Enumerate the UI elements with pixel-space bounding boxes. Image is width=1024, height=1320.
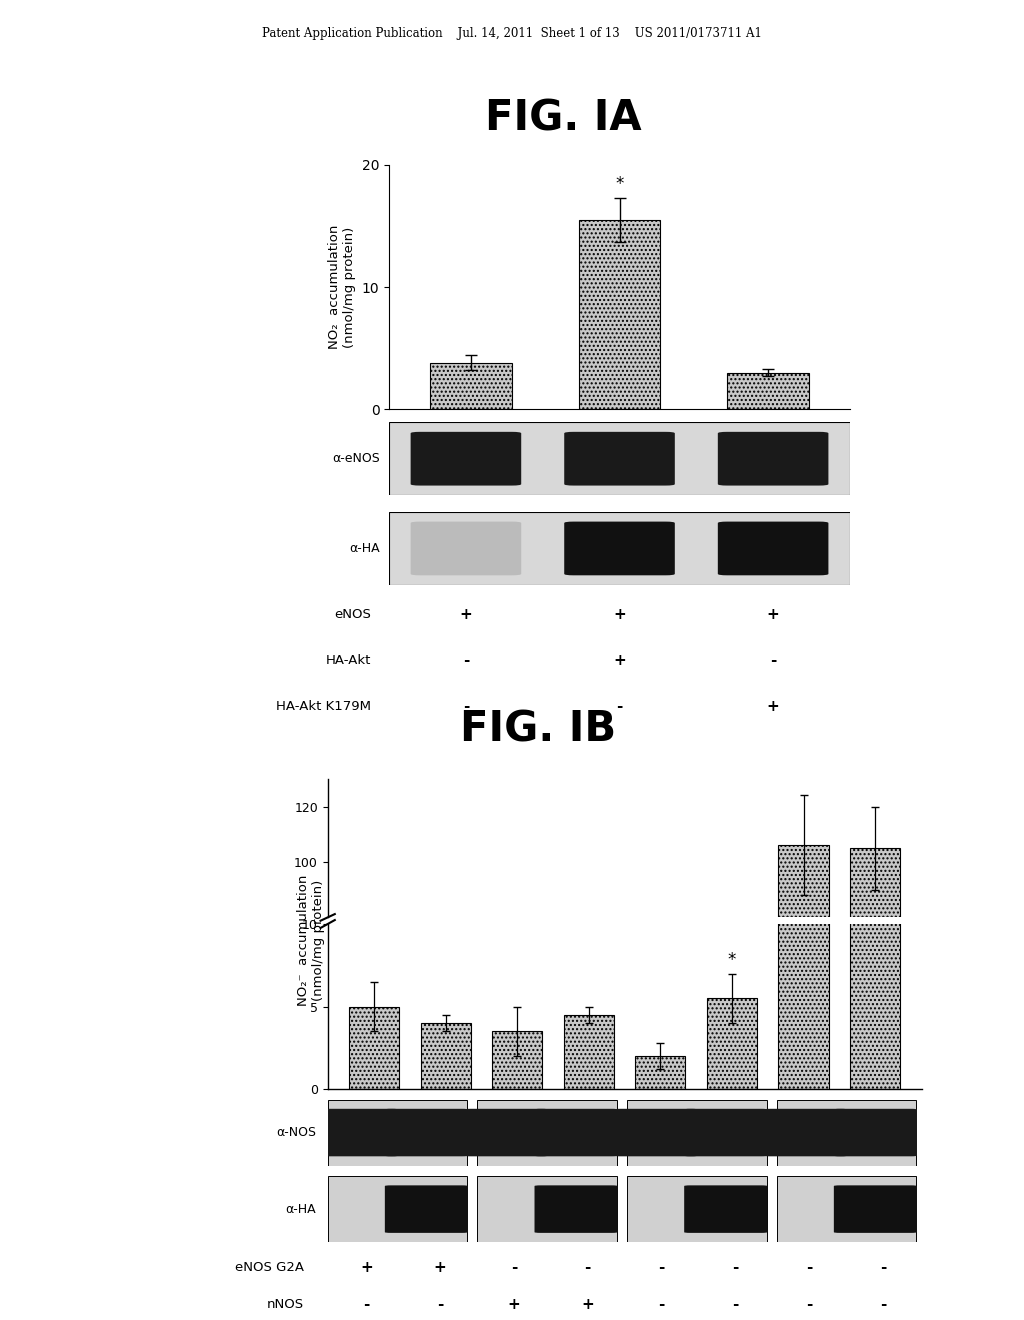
FancyBboxPatch shape bbox=[315, 1109, 398, 1156]
Text: *: * bbox=[728, 950, 736, 969]
Bar bbox=[328, 1100, 467, 1166]
Bar bbox=[564, 1015, 614, 1089]
Bar bbox=[627, 1176, 767, 1242]
Text: -: - bbox=[880, 1259, 886, 1275]
FancyBboxPatch shape bbox=[564, 521, 675, 576]
Text: -: - bbox=[658, 1296, 665, 1312]
Bar bbox=[635, 1056, 685, 1089]
Text: -: - bbox=[616, 700, 623, 714]
Text: -: - bbox=[364, 1296, 370, 1312]
Bar bbox=[635, 1134, 685, 1139]
Y-axis label: NO₂  accumulation
(nmol/mg protein): NO₂ accumulation (nmol/mg protein) bbox=[329, 224, 356, 350]
Text: +: + bbox=[613, 653, 626, 668]
FancyBboxPatch shape bbox=[764, 1109, 847, 1156]
Text: -: - bbox=[806, 1296, 812, 1312]
Bar bbox=[349, 1125, 399, 1139]
Text: Patent Application Publication    Jul. 14, 2011  Sheet 1 of 13    US 2011/017371: Patent Application Publication Jul. 14, … bbox=[262, 26, 762, 40]
Bar bbox=[477, 1100, 616, 1166]
Text: -: - bbox=[437, 1296, 443, 1312]
Text: nNOS: nNOS bbox=[267, 1298, 304, 1311]
Text: -: - bbox=[463, 653, 469, 668]
FancyBboxPatch shape bbox=[385, 1109, 468, 1156]
Text: -: - bbox=[732, 1259, 738, 1275]
Text: +: + bbox=[434, 1259, 446, 1275]
FancyBboxPatch shape bbox=[385, 1185, 468, 1233]
Text: HA-Akt K179M: HA-Akt K179M bbox=[275, 701, 371, 713]
Bar bbox=[627, 1100, 767, 1166]
Text: α-eNOS: α-eNOS bbox=[332, 453, 380, 465]
FancyBboxPatch shape bbox=[535, 1185, 617, 1233]
FancyBboxPatch shape bbox=[834, 1185, 918, 1233]
Bar bbox=[430, 363, 512, 409]
Bar bbox=[776, 1176, 916, 1242]
Bar bbox=[707, 998, 757, 1089]
Text: α-HA: α-HA bbox=[285, 1203, 315, 1216]
Bar bbox=[776, 1100, 916, 1166]
FancyBboxPatch shape bbox=[718, 432, 828, 486]
FancyBboxPatch shape bbox=[465, 1109, 548, 1156]
Text: eNOS: eNOS bbox=[334, 609, 371, 620]
Text: +: + bbox=[767, 607, 779, 622]
FancyBboxPatch shape bbox=[684, 1109, 767, 1156]
Text: α-HA: α-HA bbox=[349, 543, 380, 554]
Bar bbox=[493, 1130, 543, 1139]
FancyBboxPatch shape bbox=[614, 1109, 697, 1156]
Text: -: - bbox=[880, 1296, 886, 1312]
Text: +: + bbox=[460, 607, 472, 622]
Text: -: - bbox=[806, 1259, 812, 1275]
Bar bbox=[349, 1006, 399, 1089]
Text: +: + bbox=[767, 700, 779, 714]
Bar bbox=[564, 1127, 614, 1139]
Text: +: + bbox=[508, 1296, 520, 1312]
FancyBboxPatch shape bbox=[535, 1109, 617, 1156]
Bar bbox=[493, 1031, 543, 1089]
Bar bbox=[579, 220, 660, 409]
Text: FIG. IB: FIG. IB bbox=[460, 709, 615, 750]
Text: -: - bbox=[658, 1259, 665, 1275]
Text: α-NOS: α-NOS bbox=[275, 1126, 315, 1139]
Bar bbox=[850, 849, 900, 1139]
Bar bbox=[850, 0, 900, 1089]
Bar bbox=[477, 1176, 616, 1242]
Text: -: - bbox=[732, 1296, 738, 1312]
Text: FIG. IA: FIG. IA bbox=[485, 98, 641, 140]
FancyBboxPatch shape bbox=[411, 432, 521, 486]
Bar bbox=[778, 845, 828, 1139]
FancyBboxPatch shape bbox=[684, 1185, 767, 1233]
Text: +: + bbox=[613, 607, 626, 622]
Text: eNOS G2A: eNOS G2A bbox=[234, 1261, 304, 1274]
Bar bbox=[421, 1023, 471, 1089]
Bar bbox=[778, 0, 828, 1089]
Bar bbox=[421, 1129, 471, 1139]
FancyBboxPatch shape bbox=[834, 1109, 918, 1156]
Text: HA-Akt: HA-Akt bbox=[326, 655, 371, 667]
Text: -: - bbox=[585, 1259, 591, 1275]
Text: -: - bbox=[770, 653, 776, 668]
Y-axis label: NO₂⁻  accumulation
(nmol/mg protein): NO₂⁻ accumulation (nmol/mg protein) bbox=[297, 875, 325, 1006]
Bar bbox=[727, 372, 809, 409]
Text: -: - bbox=[511, 1259, 517, 1275]
FancyBboxPatch shape bbox=[718, 521, 828, 576]
Text: -: - bbox=[463, 700, 469, 714]
Bar bbox=[328, 1176, 467, 1242]
Bar bbox=[707, 1123, 757, 1139]
Text: +: + bbox=[359, 1259, 373, 1275]
FancyBboxPatch shape bbox=[564, 432, 675, 486]
FancyBboxPatch shape bbox=[411, 521, 521, 576]
Text: +: + bbox=[582, 1296, 594, 1312]
Text: *: * bbox=[615, 176, 624, 193]
